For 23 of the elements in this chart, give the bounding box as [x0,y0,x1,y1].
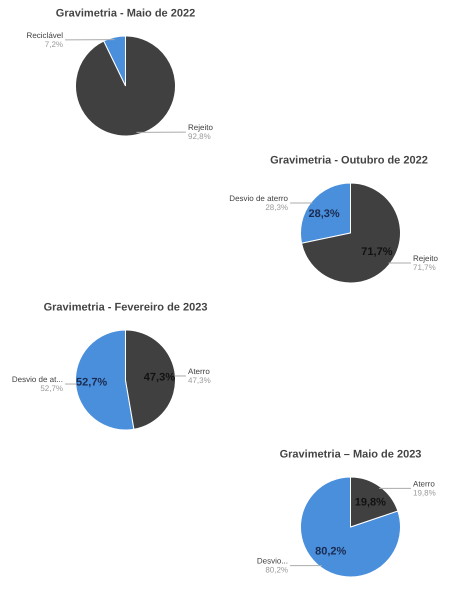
data-label: 28,3% [308,208,340,220]
slice-label: Aterro [188,366,210,376]
slice-label: Desvio de at... [12,375,64,384]
chart-title: Gravimetria - Fevereiro de 2023 [44,302,208,314]
text: 52,7% [40,384,64,394]
text: 19,8% [413,488,436,498]
slice-label: Desvio... [256,556,288,566]
data-label: 7,2% [44,40,63,49]
slice-label: Aterro [413,479,436,488]
slice-label: Reciclável [26,30,64,40]
data-label: 92,8% [188,132,211,142]
text: 80,2% [265,566,288,575]
chart-title: Gravimetria - Outubro de 2022 [270,154,428,166]
chart-title: Gravimetria – Maio de 2023 [280,448,422,460]
text: 28,3% [265,203,288,212]
data-label: 80,2% [315,545,347,558]
slice-label: Rejeito [413,254,438,263]
slice-label: Rejeito [188,123,214,132]
text: 71,7% [413,262,436,272]
text: 47,3% [188,376,211,385]
slice-label: Desvio de aterro [229,194,289,204]
chart-title: Gravimetria - Maio de 2022 [56,8,196,20]
data-label: 52,7% [76,376,108,389]
